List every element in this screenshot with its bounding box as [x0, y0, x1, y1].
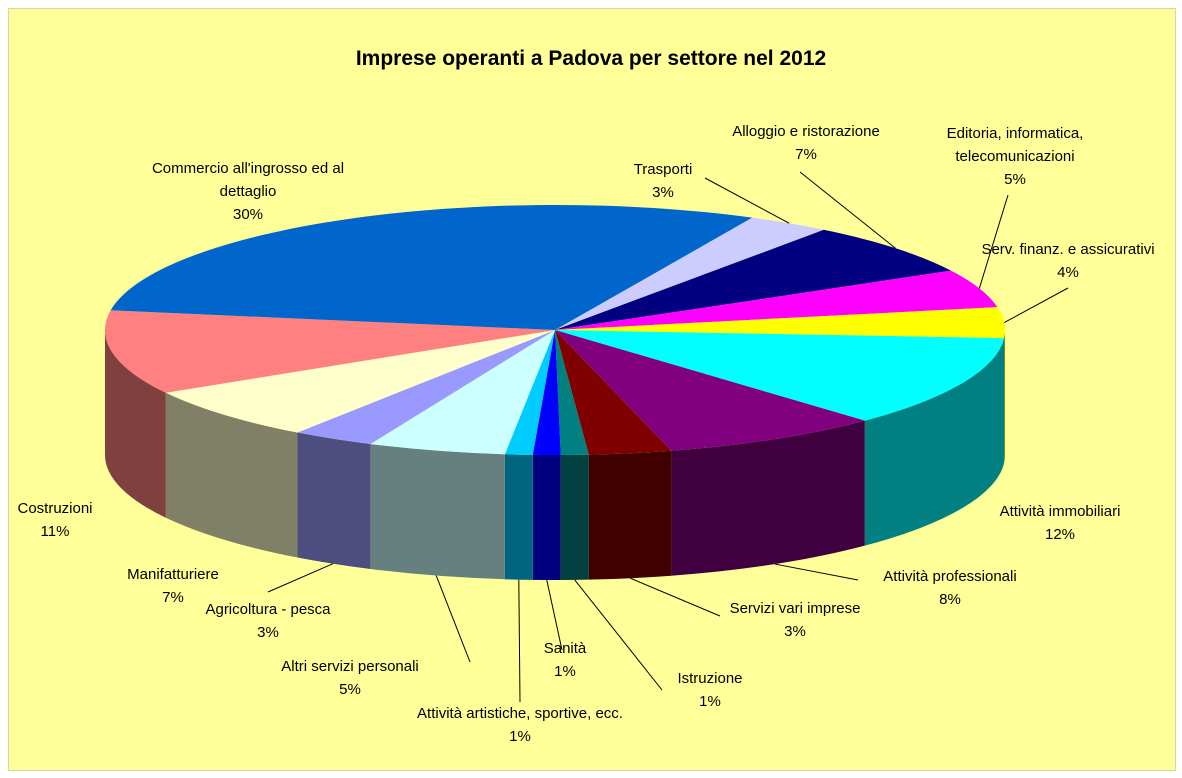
data-label: Agricoltura - pesca 3% — [205, 598, 330, 644]
label-category: Attività professionali — [883, 568, 1017, 585]
data-label: Servizi vari imprese 3% — [730, 597, 861, 643]
label-category: Costruzioni — [17, 500, 93, 517]
slice-side — [504, 454, 533, 580]
data-label: Alloggio e ristorazione 7% — [732, 120, 880, 166]
label-category: Commercio all'ingrosso ed al dettaglio — [151, 160, 345, 200]
pie-slice — [297, 330, 555, 444]
pie-slice — [555, 217, 824, 330]
pie-slice — [555, 330, 589, 455]
leader-line — [704, 177, 790, 224]
pie-slice — [532, 330, 561, 455]
label-category: Alloggio e ristorazione — [732, 123, 880, 140]
label-percent: 1% — [699, 693, 721, 710]
data-label: Sanità 1% — [544, 637, 587, 683]
data-label: Attività immobiliari 12% — [1000, 500, 1121, 546]
label-category: Altri servizi personali — [281, 658, 419, 675]
data-label: Istruzione 1% — [677, 667, 742, 713]
slice-side — [864, 338, 1005, 546]
label-percent: 30% — [232, 206, 264, 223]
data-label: Serv. finanz. e assicurativi 4% — [981, 238, 1154, 284]
slice-side — [165, 392, 298, 558]
label-percent: 12% — [1044, 526, 1076, 543]
label-percent: 3% — [257, 624, 279, 641]
slice-side — [671, 420, 865, 576]
slice-side — [588, 450, 672, 580]
label-percent: 1% — [554, 663, 576, 680]
label-percent: 4% — [1057, 264, 1079, 281]
leader-line — [267, 563, 334, 593]
pie-slice — [555, 330, 865, 451]
label-percent: 5% — [339, 681, 361, 698]
chart-title: Imprese operanti a Padova per settore ne… — [355, 47, 827, 70]
data-label: Costruzioni 11% — [17, 497, 92, 543]
label-category: Agricoltura - pesca — [205, 601, 331, 618]
pie-slice — [555, 229, 952, 330]
leader-line — [518, 579, 521, 703]
data-label: Altri servizi personali 5% — [281, 655, 419, 701]
leader-line — [630, 577, 721, 617]
label-percent: 3% — [784, 623, 806, 640]
pie-slice — [504, 330, 555, 455]
label-category: Servizi vari imprese — [729, 600, 861, 617]
label-category: Manifatturiere — [127, 566, 219, 583]
label-percent: 7% — [162, 589, 184, 606]
label-percent: 5% — [1004, 171, 1026, 188]
pie-slice — [555, 307, 1006, 339]
leader-line — [1003, 287, 1069, 324]
slice-side — [532, 454, 561, 580]
leader-line — [574, 579, 663, 691]
data-label: Commercio all'ingrosso ed al dettaglio 30… — [146, 157, 351, 226]
pie-slice — [555, 330, 672, 455]
data-label: Attività artistiche, sportive, ecc. 1% — [410, 702, 630, 748]
data-label: Trasporti 3% — [634, 158, 693, 204]
pie-slice — [555, 270, 998, 330]
data-label: Manifatturiere 7% — [127, 563, 219, 609]
leader-line — [546, 579, 563, 651]
label-percent: 8% — [939, 591, 961, 608]
label-percent: 3% — [652, 184, 674, 201]
pie-slice — [104, 310, 556, 393]
data-label: Editoria, informatica, telecomunicazioni… — [928, 122, 1103, 191]
label-category: Attività immobiliari — [999, 503, 1121, 520]
label-category: Istruzione — [677, 670, 743, 687]
label-category: Editoria, informatica, telecomunicazioni — [946, 125, 1084, 165]
label-category: Attività artistiche, sportive, ecc. — [417, 705, 623, 722]
label-category: Trasporti — [633, 161, 693, 178]
slice-side — [297, 432, 371, 569]
slice-side — [560, 454, 589, 580]
leader-line — [774, 563, 859, 581]
label-category: Sanità — [543, 640, 587, 657]
label-category: Serv. finanz. e assicurativi — [981, 241, 1155, 258]
data-label: Attività professionali 8% — [883, 565, 1016, 611]
pie-slice — [165, 330, 555, 433]
pie-slice — [555, 330, 1005, 421]
label-percent: 11% — [40, 523, 70, 540]
slice-side — [370, 443, 505, 580]
label-percent: 7% — [795, 146, 817, 163]
pie-slice — [110, 204, 753, 330]
label-percent: 1% — [509, 728, 531, 745]
leader-line — [799, 171, 896, 249]
pie-slice — [370, 330, 555, 455]
slice-side — [105, 330, 166, 518]
leader-line — [978, 194, 1009, 289]
leader-line — [435, 575, 471, 663]
slice-side — [1004, 330, 1005, 464]
